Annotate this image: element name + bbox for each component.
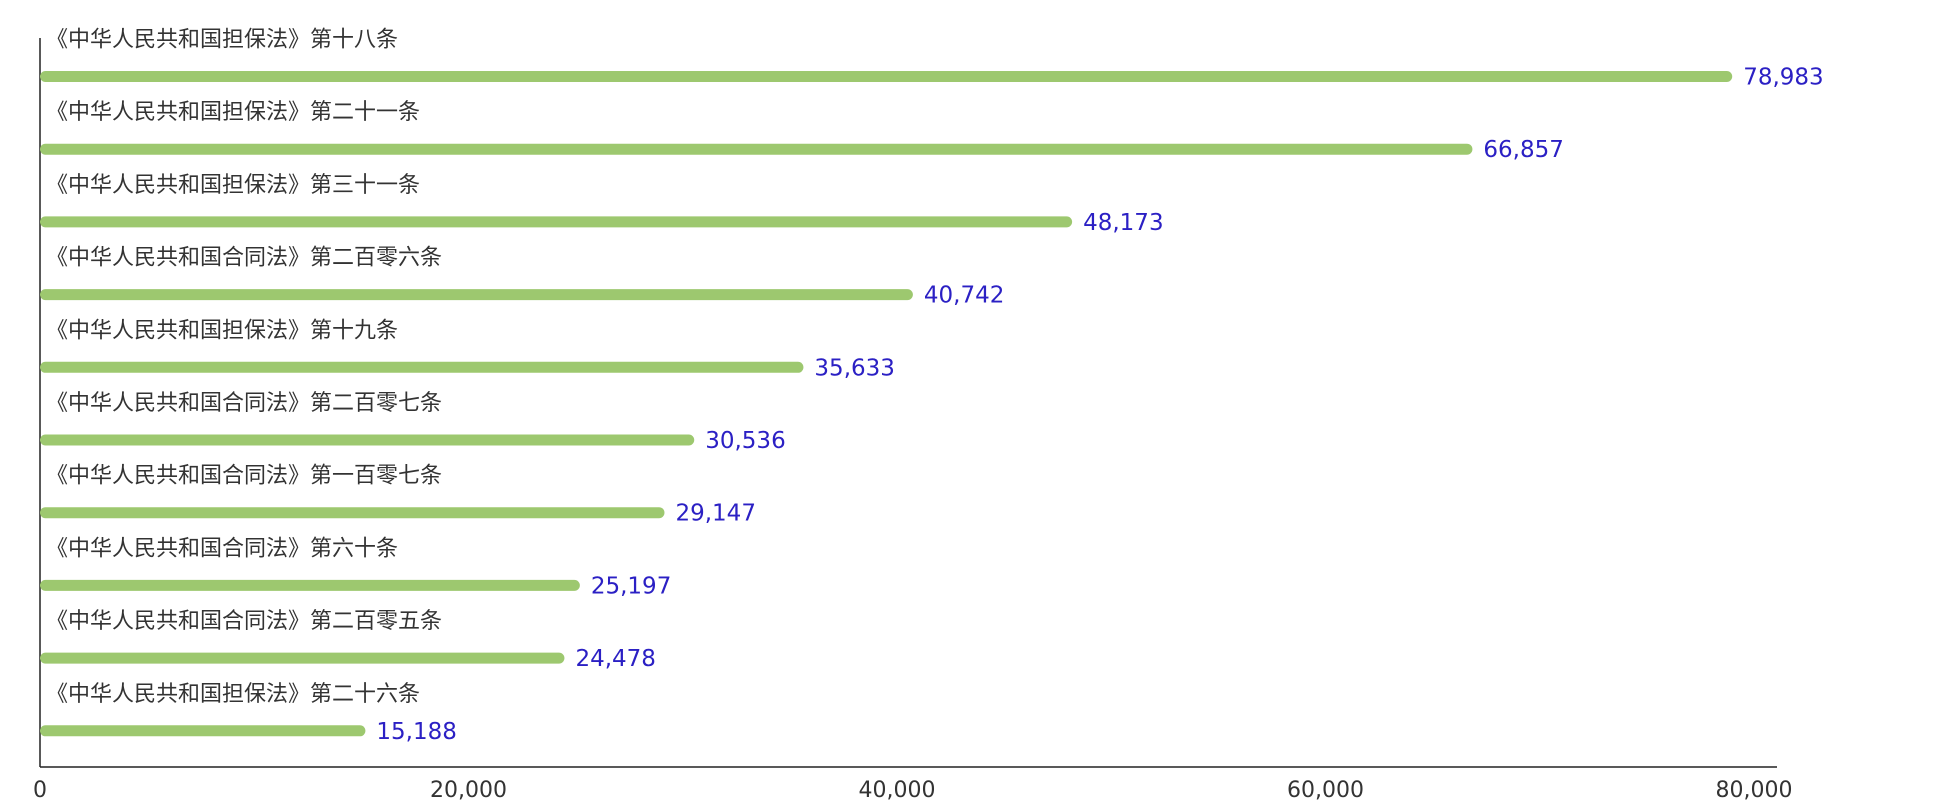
value-label: 25,197 — [591, 573, 671, 599]
value-label: 29,147 — [675, 501, 755, 527]
value-label: 66,857 — [1483, 137, 1563, 163]
bar — [40, 216, 1073, 228]
value-label: 35,633 — [814, 355, 894, 381]
bar — [40, 725, 366, 737]
bar — [40, 289, 913, 301]
bar — [40, 579, 580, 591]
category-label: 《中华人民共和国担保法》第二十一条 — [46, 100, 420, 125]
category-label: 《中华人民共和国合同法》第二百零五条 — [46, 609, 442, 634]
bar — [40, 361, 804, 373]
x-tick-label: 40,000 — [859, 778, 936, 800]
bar — [40, 434, 695, 446]
bars-group: 《中华人民共和国担保法》第十八条 78,983 《中华人民共和国担保法》第二十一条 6… — [40, 28, 1824, 745]
category-label: 《中华人民共和国担保法》第三十一条 — [46, 173, 420, 198]
value-label: 30,536 — [705, 428, 785, 454]
value-label: 15,188 — [376, 719, 456, 745]
category-label: 《中华人民共和国担保法》第十八条 — [46, 28, 398, 53]
value-label: 78,983 — [1743, 65, 1823, 91]
bar — [40, 143, 1473, 155]
category-label: 《中华人民共和国合同法》第一百零七条 — [46, 464, 442, 489]
value-label: 40,742 — [924, 283, 1004, 309]
category-label: 《中华人民共和国合同法》第二百零六条 — [46, 246, 442, 271]
category-label: 《中华人民共和国合同法》第六十条 — [46, 536, 398, 561]
x-tick-label: 80,000 — [1716, 778, 1793, 800]
value-label: 48,173 — [1083, 210, 1163, 236]
x-axis-ticks: 0 20,000 40,000 60,000 80,000 — [33, 778, 1792, 800]
x-tick-label: 0 — [33, 778, 47, 800]
category-label: 《中华人民共和国合同法》第二百零七条 — [46, 391, 442, 416]
bar — [40, 652, 565, 664]
x-tick-label: 20,000 — [430, 778, 507, 800]
value-label: 24,478 — [575, 646, 655, 672]
x-tick-label: 60,000 — [1287, 778, 1364, 800]
bar — [40, 507, 665, 519]
category-label: 《中华人民共和国担保法》第二十六条 — [46, 682, 420, 707]
bar — [40, 71, 1733, 82]
category-label: 《中华人民共和国担保法》第十九条 — [46, 318, 398, 343]
